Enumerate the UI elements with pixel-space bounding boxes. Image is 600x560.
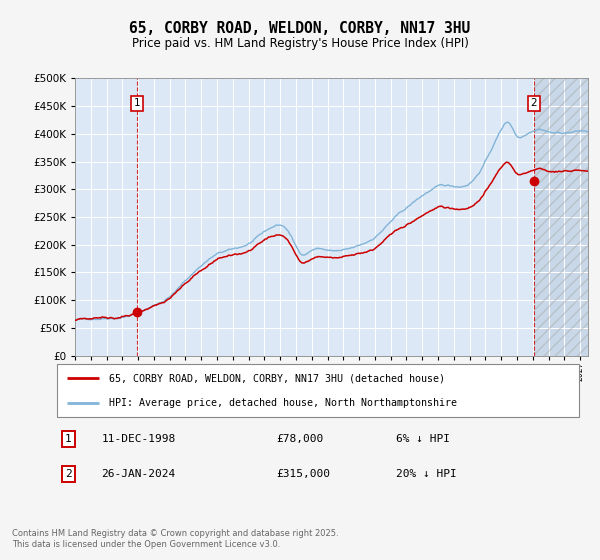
Text: 65, CORBY ROAD, WELDON, CORBY, NN17 3HU: 65, CORBY ROAD, WELDON, CORBY, NN17 3HU: [130, 21, 470, 36]
Text: 20% ↓ HPI: 20% ↓ HPI: [397, 469, 457, 479]
Text: 11-DEC-1998: 11-DEC-1998: [101, 434, 176, 444]
Text: £78,000: £78,000: [276, 434, 323, 444]
Text: 2: 2: [530, 99, 537, 108]
Bar: [534, 78, 588, 356]
Text: 1: 1: [65, 434, 72, 444]
Text: Contains HM Land Registry data © Crown copyright and database right 2025.
This d: Contains HM Land Registry data © Crown c…: [12, 529, 338, 549]
Text: £315,000: £315,000: [276, 469, 330, 479]
Text: Price paid vs. HM Land Registry's House Price Index (HPI): Price paid vs. HM Land Registry's House …: [131, 37, 469, 50]
Text: 26-JAN-2024: 26-JAN-2024: [101, 469, 176, 479]
Text: 1: 1: [134, 99, 140, 108]
Bar: [534, 78, 588, 356]
Text: 6% ↓ HPI: 6% ↓ HPI: [397, 434, 450, 444]
Text: HPI: Average price, detached house, North Northamptonshire: HPI: Average price, detached house, Nort…: [109, 398, 457, 408]
Text: 65, CORBY ROAD, WELDON, CORBY, NN17 3HU (detached house): 65, CORBY ROAD, WELDON, CORBY, NN17 3HU …: [109, 374, 445, 384]
FancyBboxPatch shape: [57, 364, 579, 417]
Text: 2: 2: [65, 469, 72, 479]
